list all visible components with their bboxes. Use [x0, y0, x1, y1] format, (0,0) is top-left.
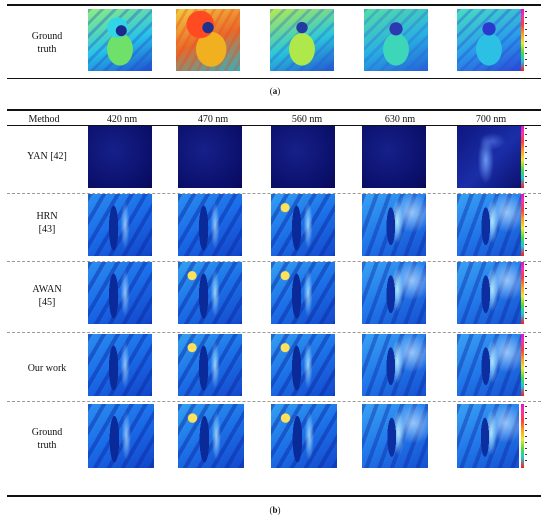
caption-b-open: ( [269, 505, 273, 515]
yan-tile-700 [457, 126, 521, 188]
hrn-tile-700 [457, 194, 521, 256]
gt-tile-630 [362, 404, 428, 468]
colorbar-ticks-yan [525, 128, 527, 188]
ours-tile-700 [457, 334, 521, 396]
row-label-our-work: Our work [27, 363, 67, 374]
row-label-gt-line1: Ground [31, 427, 63, 438]
header-560nm: 560 nm [291, 114, 323, 125]
caption-a-letter: a [272, 86, 278, 96]
caption-b: (b) [0, 505, 550, 515]
yan-tile-560 [271, 126, 335, 188]
awan-tile-630 [362, 262, 426, 324]
row-divider-4 [7, 401, 541, 402]
yan-tile-420 [88, 126, 152, 188]
row-divider-1 [7, 193, 541, 194]
hrn-tile-470 [178, 194, 242, 256]
yan-tile-630 [362, 126, 426, 188]
hsi-tile-a-560 [270, 9, 334, 71]
awan-tile-420 [88, 262, 152, 324]
ours-tile-630 [362, 334, 426, 396]
gt-tile-470 [178, 404, 244, 468]
row-divider-2 [7, 261, 541, 262]
row-label-ground-truth-b: Ground truth [7, 426, 87, 452]
yan-tile-470 [178, 126, 242, 188]
gt-tile-560 [271, 404, 337, 468]
colorbar-a [521, 9, 524, 71]
row-divider-3 [7, 332, 541, 333]
top-rule [7, 4, 541, 6]
row-label-ground-truth-a: Ground truth [7, 30, 87, 56]
panel-a-bottom-rule [7, 78, 541, 79]
hsi-tile-a-420 [88, 9, 152, 71]
colorbar-awan [521, 262, 524, 324]
row-label-yan: YAN [42] [27, 151, 67, 162]
colorbar-ticks-gt [525, 406, 527, 466]
gt-tile-700 [457, 404, 519, 468]
header-630nm: 630 nm [384, 114, 416, 125]
hrn-tile-560 [271, 194, 335, 256]
row-label-awan-line1: AWAN [32, 284, 62, 295]
ours-tile-420 [88, 334, 152, 396]
colorbar-hrn [521, 194, 524, 256]
caption-b-letter: b [272, 505, 278, 515]
caption-a-close: ) [277, 86, 281, 96]
row-label-gt-line2: truth [37, 440, 57, 451]
caption-a: (a) [0, 86, 550, 96]
row-label-line: Ground truth [31, 31, 63, 55]
hrn-tile-630 [362, 194, 426, 256]
colorbar-ticks-a [525, 11, 527, 71]
panel-b-bottom-rule [7, 495, 541, 497]
colorbar-ours [521, 334, 524, 396]
colorbar-ticks-awan [525, 264, 527, 324]
row-label-hrn: HRN [43] [7, 210, 87, 236]
header-470nm: 470 nm [197, 114, 229, 125]
hsi-tile-a-700 [457, 9, 521, 71]
header-rule [7, 125, 541, 126]
colorbar-ticks-hrn [525, 196, 527, 256]
ours-tile-470 [178, 334, 242, 396]
caption-b-close: ) [277, 505, 281, 515]
header-420nm: 420 nm [106, 114, 138, 125]
awan-tile-560 [271, 262, 335, 324]
ours-tile-560 [271, 334, 335, 396]
panel-b-top-rule [7, 109, 541, 111]
awan-tile-470 [178, 262, 242, 324]
hsi-tile-a-470 [176, 9, 240, 71]
row-label-hrn-line1: HRN [36, 211, 58, 222]
row-label-awan: AWAN [45] [7, 283, 87, 309]
header-700nm: 700 nm [475, 114, 507, 125]
hsi-tile-a-630 [364, 9, 428, 71]
hrn-tile-420 [88, 194, 152, 256]
colorbar-gt [521, 404, 524, 468]
colorbar-ticks-ours [525, 336, 527, 396]
gt-tile-420 [88, 404, 154, 468]
row-label-hrn-line2: [43] [38, 224, 56, 235]
header-method: Method [28, 114, 60, 125]
caption-a-open: ( [269, 86, 273, 96]
colorbar-yan [521, 126, 524, 188]
awan-tile-700 [457, 262, 521, 324]
row-label-awan-line2: [45] [38, 297, 56, 308]
